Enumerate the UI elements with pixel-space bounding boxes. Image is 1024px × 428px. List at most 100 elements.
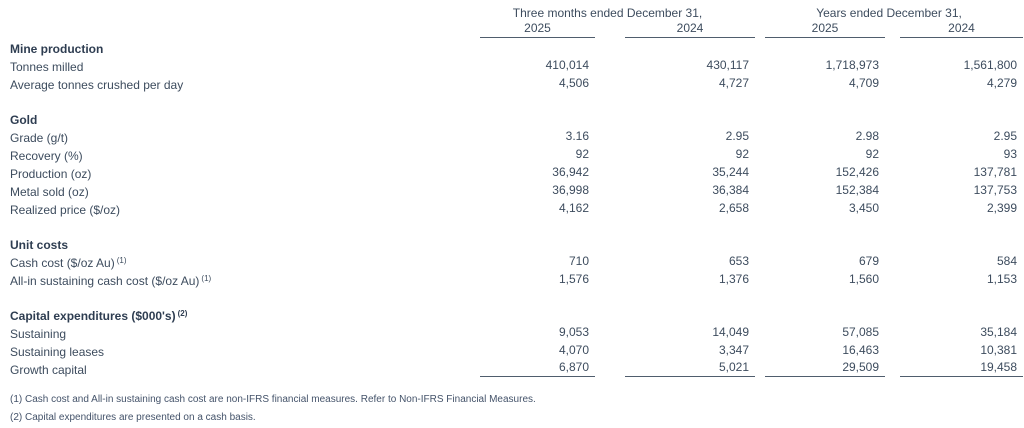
value: 1,561,800 [963,58,1018,72]
value: 410,014 [545,58,589,72]
value: 35,184 [980,325,1018,339]
empty-corner-cell [0,20,460,38]
row-label-text: All-in sustaining cash cost ($/oz Au) [10,274,200,288]
value-cell: 2.95 [885,127,1023,145]
value: 152,426 [835,165,880,179]
value-cell: 137,753 [885,181,1023,199]
value-cell: 710 [460,252,595,270]
row-label: All-in sustaining cash cost ($/oz Au) (1) [0,270,460,288]
period-header-row: Three months ended December 31, Years en… [0,2,1023,20]
table-row: Metal sold (oz) 36,998 36,384 152,384 13… [0,181,1023,199]
value-cell: 152,426 [755,163,885,181]
footnote-reference: (2) [177,309,188,318]
value-cell: 1,153 [885,270,1023,288]
period-group-header-years: Years ended December 31, [816,6,962,20]
value-cell: 35,244 [595,163,755,181]
value: 1,576 [558,272,589,286]
value: 430,117 [706,58,750,72]
value: 3.16 [565,129,589,143]
value-cell: 35,184 [885,323,1023,341]
value: 36,998 [552,183,589,197]
section-label: Mine production [10,42,104,56]
value: 653 [728,254,750,268]
value: 6,870 [480,360,595,377]
year-label: 2025 [765,21,886,38]
year-header-row: 2025 2024 2025 2024 [0,20,1024,38]
value-cell: 29,509 [755,359,886,377]
value-cell: 2,658 [595,199,755,217]
value-cell: 4,506 [460,74,595,92]
spacer-row [0,288,1023,305]
section-label-text: Capital expenditures ($000's) [10,309,176,323]
empty-corner-cell [0,2,460,20]
year-column-header: 2025 [460,20,595,38]
table-row: Growth capital 6,870 5,021 29,509 19,458 [0,359,1024,377]
table-row: Sustaining leases 4,070 3,347 16,463 10,… [0,341,1023,359]
value: 584 [996,254,1018,268]
value-cell: 4,279 [885,74,1023,92]
row-label: Growth capital [10,363,87,377]
table-row: Grade (g/t) 3.16 2.95 2.98 2.95 [0,127,1023,145]
value: 19,458 [900,360,1024,377]
table-row: Recovery (%) 92 92 92 93 [0,145,1023,163]
row-label: Tonnes milled [10,60,84,74]
value: 4,279 [986,76,1018,90]
section-row-gold: Gold [0,109,1023,127]
value: 152,384 [835,183,880,197]
table-row: Average tonnes crushed per day 4,506 4,7… [0,74,1023,92]
year-column-header: 2024 [595,20,756,38]
value-cell: 4,070 [460,341,595,359]
footnote-reference: (1) [201,274,212,283]
value: 57,085 [842,325,880,339]
value-cell: 36,942 [460,163,595,181]
value: 16,463 [842,343,880,357]
value: 4,070 [558,343,589,357]
value-cell: 410,014 [460,56,595,74]
value-cell: 10,381 [885,341,1023,359]
value-cell: 3.16 [460,127,595,145]
section-label: Gold [10,113,38,127]
year-label: 2025 [480,21,595,38]
value-cell: 92 [460,145,595,163]
value: 29,509 [765,360,886,377]
value-cell: 36,998 [460,181,595,199]
value-cell: 152,384 [755,181,885,199]
year-column-header: 2025 [755,20,886,38]
value: 93 [1003,147,1018,161]
table-row: Sustaining 9,053 14,049 57,085 35,184 [0,323,1023,341]
value-cell: 679 [755,252,885,270]
value: 3,450 [848,201,880,215]
row-label: Metal sold (oz) [10,185,89,199]
footnote-reference: (1) [116,256,127,265]
value-cell: 36,384 [595,181,755,199]
table-row: Cash cost ($/oz Au) (1) 710 653 679 584 [0,252,1023,270]
spacer-row [0,92,1023,109]
value: 92 [735,147,750,161]
value: 9,053 [558,325,589,339]
value-cell: 6,870 [460,359,595,377]
value: 137,781 [973,165,1018,179]
value: 137,753 [973,183,1018,197]
table-row: All-in sustaining cash cost ($/oz Au) (1)… [0,270,1023,288]
value: 710 [568,254,589,268]
value: 1,560 [848,272,880,286]
value-cell: 14,049 [595,323,755,341]
section-row-mine-production: Mine production [0,38,1023,56]
row-label: Production (oz) [10,167,92,181]
value-cell: 5,021 [595,359,756,377]
value: 2.95 [993,129,1018,143]
section-label: Unit costs [10,238,69,252]
period-group-header-three-months: Three months ended December 31, [512,6,703,20]
year-column-header: 2024 [885,20,1024,38]
value: 36,384 [712,183,750,197]
value-cell: 4,709 [755,74,885,92]
table-row: Realized price ($/oz) 4,162 2,658 3,450 … [0,199,1023,217]
value-cell: 93 [885,145,1023,163]
footnotes: (1) Cash cost and All-in sustaining cash… [0,391,1024,427]
value-cell: 3,450 [755,199,885,217]
value: 4,162 [558,201,589,215]
value: 14,049 [712,325,750,339]
value-cell: 4,727 [595,74,755,92]
value-cell: 57,085 [755,323,885,341]
